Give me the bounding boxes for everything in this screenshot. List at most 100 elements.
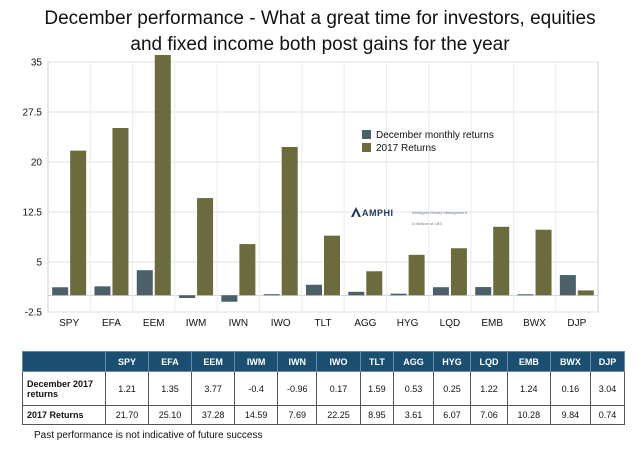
table-cell: 0.17 (316, 371, 361, 406)
bar-december-return (559, 275, 576, 296)
table-cell: 1.59 (359, 371, 395, 406)
table-cell: -0.4 (234, 371, 279, 406)
bar-december-return (94, 286, 111, 296)
bar-2017-return (535, 229, 552, 296)
table-cell: 7.06 (470, 405, 508, 425)
table-cell: 6.07 (432, 405, 472, 425)
table-column-header: HYG (432, 351, 472, 372)
table-column-header: EEM (191, 351, 236, 372)
logo-subline: A division of LBS (412, 221, 443, 226)
table-cell: 10.28 (506, 405, 551, 425)
bar-december-return (179, 295, 196, 298)
y-tick-label: -2.5 (25, 308, 43, 319)
bar-2017-return (239, 244, 256, 296)
chart-title-line-2: and fixed income both post gains for the… (130, 34, 510, 55)
legend-swatch (362, 130, 371, 139)
table-cell: -0.96 (277, 371, 318, 406)
x-tick-label: EFA (102, 318, 121, 329)
table-cell: 0.53 (393, 371, 434, 406)
table-cell: 7.69 (277, 405, 318, 425)
x-tick-label: IWO (271, 318, 291, 329)
bar-2017-return (450, 248, 467, 296)
table-cell: 1.22 (470, 371, 508, 406)
bar-december-return (52, 287, 69, 296)
table-row-label: December 2017 returns (22, 371, 106, 406)
amphi-logo-icon (351, 207, 361, 217)
bar-december-return (263, 294, 280, 296)
bar-december-return (517, 294, 534, 296)
table-column-header: IWM (234, 351, 279, 372)
bar-2017-return (577, 290, 594, 296)
table-cell: 1.21 (104, 371, 150, 406)
bar-december-return (348, 291, 365, 296)
table-column-header: IWN (277, 351, 318, 372)
table-cell: 22.25 (316, 405, 361, 425)
footnote: Past performance is not indicative of fu… (34, 430, 263, 441)
x-tick-label: IWM (186, 318, 207, 329)
bar-december-return (432, 287, 449, 296)
bar-2017-return (70, 150, 87, 296)
table-cell: 9.84 (549, 405, 592, 425)
bar-december-return (221, 295, 238, 302)
y-tick-label: 5 (36, 258, 42, 269)
plot-area (47, 61, 599, 313)
bar-2017-return (112, 128, 129, 296)
bar-2017-return (493, 226, 510, 296)
table-column-header: BWX (549, 351, 592, 372)
bar-2017-return (366, 271, 383, 296)
table-column-header: SPY (104, 351, 150, 372)
legend-label: December monthly returns (376, 130, 494, 141)
table-column-header: EFA (148, 351, 193, 372)
table-column-header: TLT (359, 351, 395, 372)
x-tick-label: AGG (354, 318, 376, 329)
table-cell: 21.70 (104, 405, 150, 425)
table-cell: 25.10 (148, 405, 193, 425)
x-tick-label: SPY (59, 318, 79, 329)
table-cell: 1.24 (506, 371, 551, 406)
bar-december-return (475, 287, 492, 296)
logo-tagline: Intelligent Money Management (412, 210, 467, 215)
chart-title-line-1: December performance - What a great time… (44, 8, 596, 29)
y-tick-label: 20 (31, 158, 43, 169)
y-tick-label: 35 (31, 58, 43, 69)
x-tick-label: HYG (397, 318, 419, 329)
table-cell: 0.74 (590, 405, 625, 425)
table-cell: 3.04 (590, 371, 625, 406)
bar-2017-return (281, 147, 298, 296)
table-row: 2017 Returns 21.70 25.10 37.28 14.59 7.69 22.2… (22, 405, 625, 425)
x-tick-label: BWX (523, 318, 546, 329)
table-cell: 3.77 (191, 371, 236, 406)
bar-2017-return (324, 235, 340, 296)
bar-2017-return (154, 55, 171, 296)
x-tick-label: LQD (440, 318, 461, 329)
bar-december-return (390, 293, 407, 296)
table-corner-cell (22, 351, 106, 372)
x-tick-label: EMB (481, 318, 503, 329)
table-cell: 1.35 (148, 371, 193, 406)
table-column-header: AGG (393, 351, 434, 372)
bar-chart: -2.5 5 12.5 20 27.5 35 SPY EFA EEM IWM IWN IWO TLT AG… (23, 55, 599, 329)
bar-2017-return (408, 254, 425, 296)
y-tick-label: 12.5 (23, 208, 43, 219)
legend-swatch (362, 143, 371, 152)
table-column-header: EMB (506, 351, 551, 372)
legend-label: 2017 Returns (376, 143, 436, 154)
table-column-header: DJP (590, 351, 625, 372)
table-column-header: IWO (316, 351, 361, 372)
table-cell: 8.95 (359, 405, 395, 425)
amphi-logo: AMPHI Intelligent Money Management A div… (350, 206, 467, 236)
bar-december-return (136, 270, 153, 296)
x-tick-label: IWN (229, 318, 248, 329)
table-cell: 0.16 (549, 371, 592, 406)
y-tick-label: 27.5 (23, 108, 43, 119)
bar-december-return (306, 284, 322, 296)
returns-table: SPY EFA EEM IWM IWN IWO TLT AGG HYG LQD EMB BWX DJP … (22, 351, 625, 425)
bar-2017-return (197, 198, 214, 296)
table-cell: 14.59 (234, 405, 279, 425)
table-cell: 37.28 (191, 405, 236, 425)
x-tick-label: EEM (143, 318, 165, 329)
x-tick-label: TLT (314, 318, 331, 329)
chart-title: December performance - What a great time… (0, 6, 640, 58)
table-cell: 0.25 (432, 371, 472, 406)
table-cell: 3.61 (393, 405, 434, 425)
